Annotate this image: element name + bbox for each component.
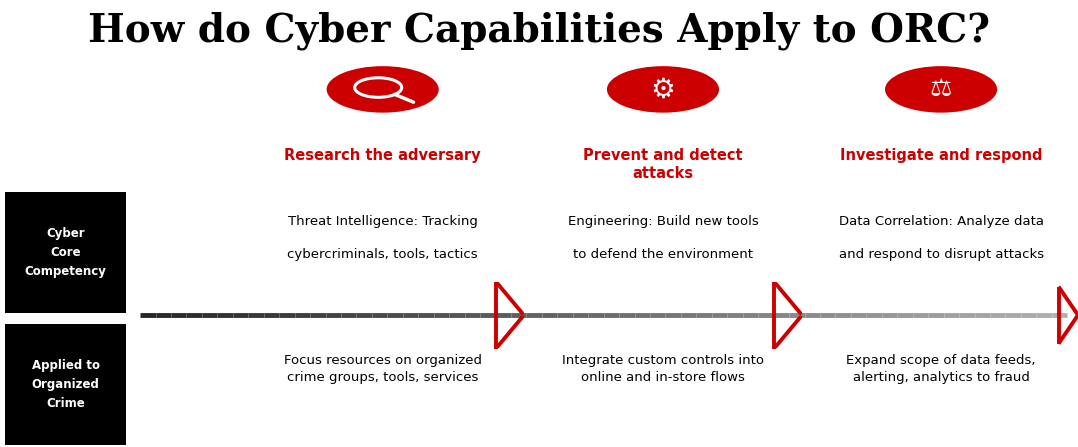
Text: Focus resources on organized
crime groups, tools, services: Focus resources on organized crime group… (284, 354, 482, 384)
Text: Data Correlation: Analyze data: Data Correlation: Analyze data (839, 215, 1044, 228)
FancyBboxPatch shape (5, 192, 126, 313)
Text: How do Cyber Capabilities Apply to ORC?: How do Cyber Capabilities Apply to ORC? (88, 11, 990, 50)
Text: Prevent and detect
attacks: Prevent and detect attacks (583, 148, 743, 181)
Text: Threat Intelligence: Tracking: Threat Intelligence: Tracking (288, 215, 478, 228)
Text: Applied to
Organized
Crime: Applied to Organized Crime (31, 359, 100, 410)
Text: Cyber
Core
Competency: Cyber Core Competency (25, 227, 107, 278)
Text: Engineering: Build new tools: Engineering: Build new tools (568, 215, 758, 228)
Text: ⚙: ⚙ (650, 76, 676, 103)
Text: ⚖: ⚖ (930, 77, 952, 101)
Text: cybercriminals, tools, tactics: cybercriminals, tools, tactics (288, 248, 478, 261)
Text: Integrate custom controls into
online and in-store flows: Integrate custom controls into online an… (562, 354, 764, 384)
Text: Investigate and respond: Investigate and respond (840, 148, 1042, 163)
Text: Expand scope of data feeds,
alerting, analytics to fraud: Expand scope of data feeds, alerting, an… (846, 354, 1036, 384)
FancyBboxPatch shape (5, 324, 126, 445)
Text: and respond to disrupt attacks: and respond to disrupt attacks (839, 248, 1044, 261)
Circle shape (327, 66, 439, 113)
Text: Research the adversary: Research the adversary (285, 148, 481, 163)
Circle shape (885, 66, 997, 113)
Circle shape (607, 66, 719, 113)
Text: to defend the environment: to defend the environment (573, 248, 752, 261)
